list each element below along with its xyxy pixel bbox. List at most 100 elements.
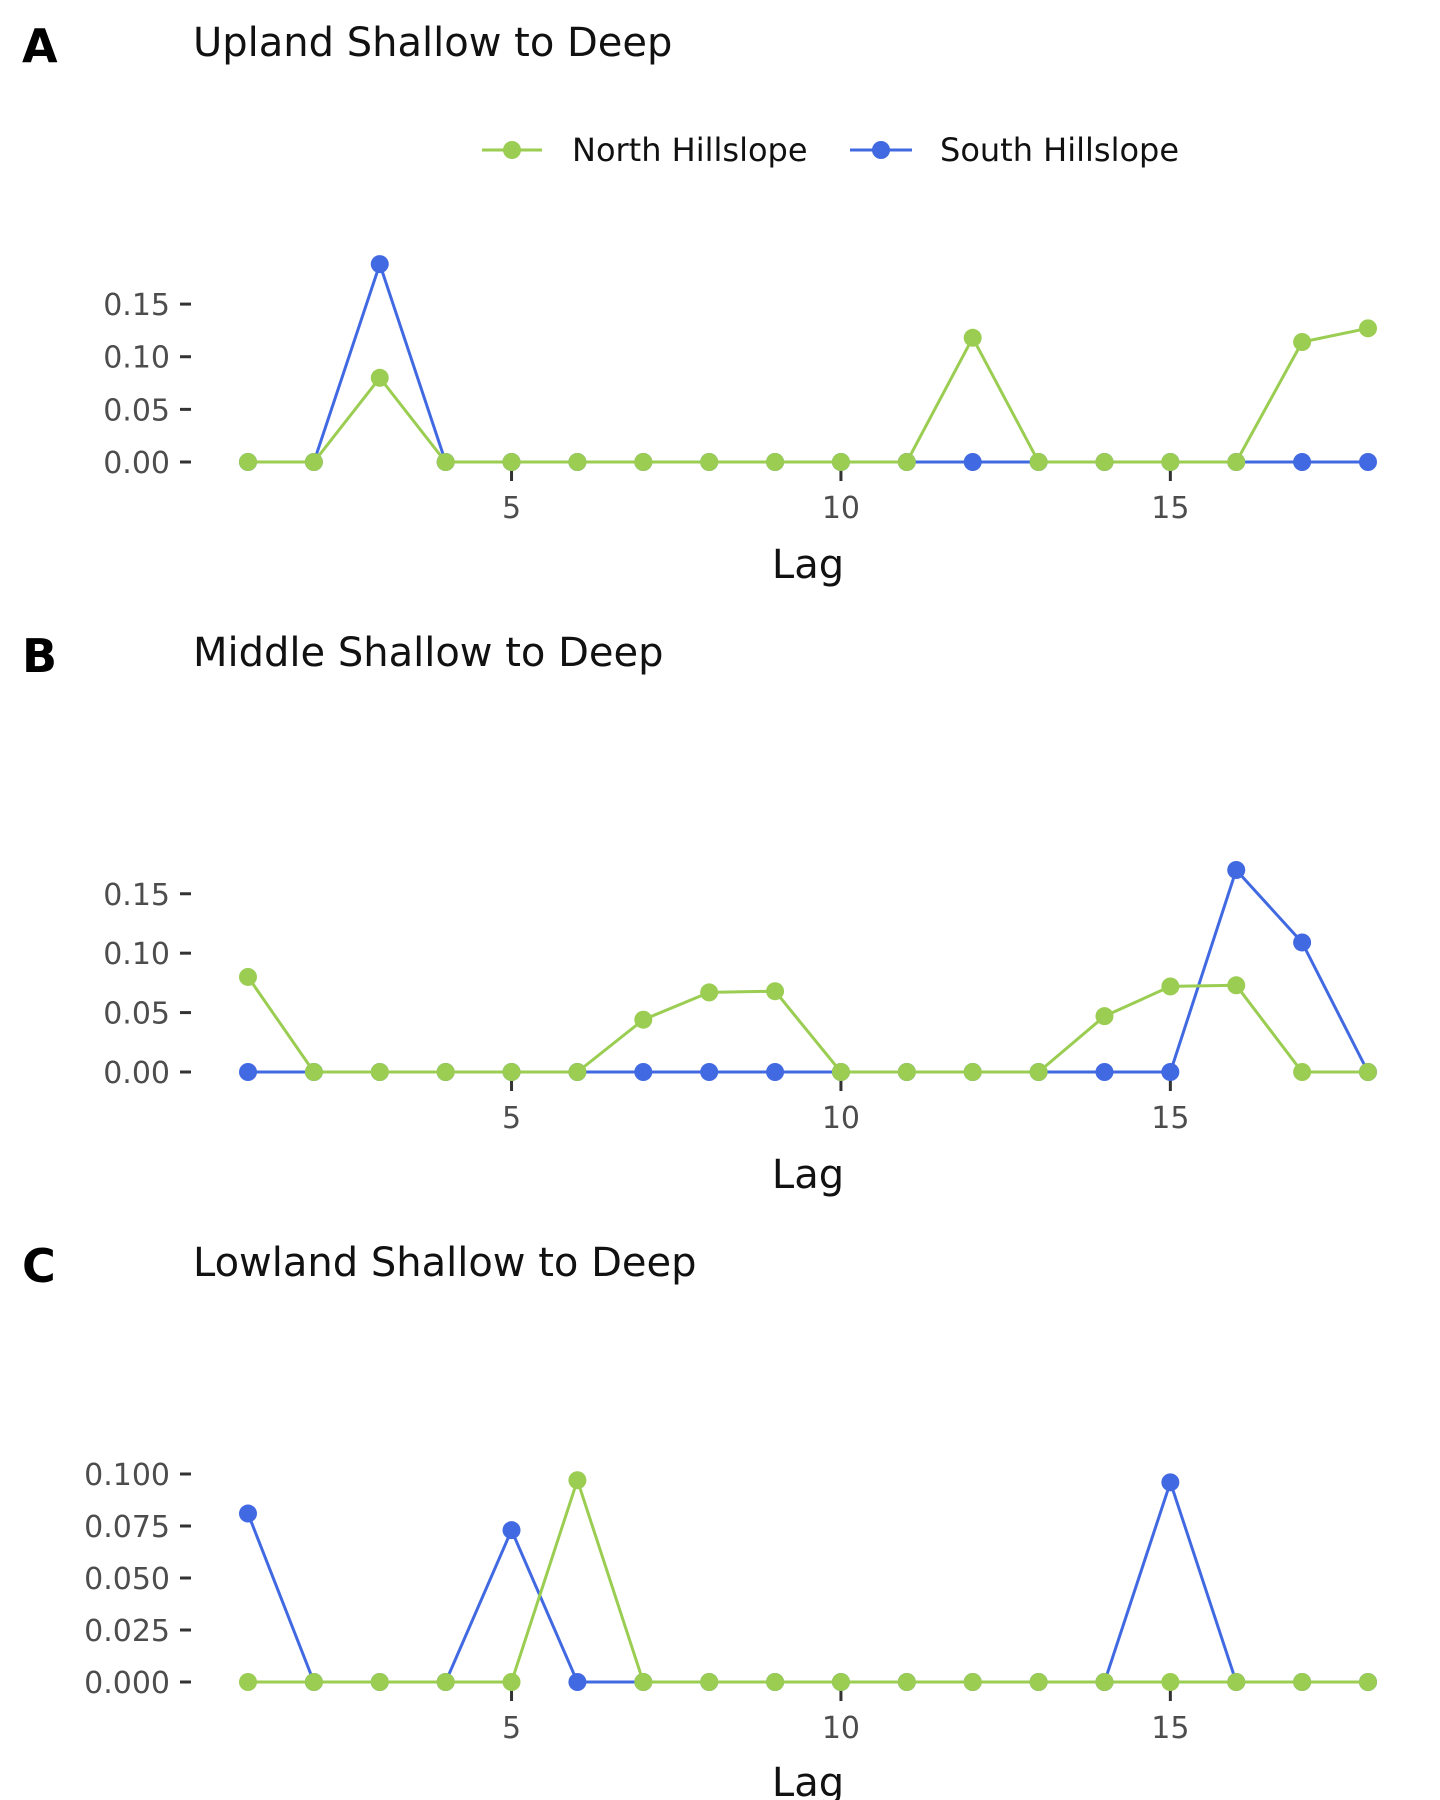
y-tick-label: 0.100 bbox=[84, 1458, 170, 1493]
series-line bbox=[248, 259, 1368, 464]
data-point bbox=[502, 1521, 521, 1540]
panel-title: Upland Shallow to Deep bbox=[193, 20, 672, 66]
panel-c: C Lowland Shallow to Deep0.0000.0250.0500… bbox=[22, 1239, 1377, 1800]
x-tick-label: 10 bbox=[822, 491, 860, 526]
data-point bbox=[897, 1673, 916, 1691]
y-axis: 0.00 0.05 0.10 0.15 bbox=[103, 288, 191, 481]
data-point bbox=[831, 1673, 850, 1691]
data-point bbox=[304, 1673, 323, 1691]
data-point bbox=[634, 453, 653, 471]
data-point bbox=[766, 1673, 785, 1691]
series-line bbox=[246, 976, 1368, 1074]
series-south-hillslope bbox=[239, 1473, 1377, 1691]
panel-title: Middle Shallow to Deep bbox=[193, 630, 664, 676]
data-point bbox=[963, 453, 982, 471]
data-point bbox=[634, 1063, 653, 1081]
data-point bbox=[568, 1471, 587, 1490]
x-axis-title: Lag bbox=[772, 1152, 844, 1198]
series-line bbox=[248, 1475, 1368, 1684]
data-point bbox=[1227, 1673, 1246, 1691]
data-point bbox=[634, 1010, 653, 1029]
data-point bbox=[1227, 976, 1246, 995]
series-south-hillslope bbox=[239, 861, 1377, 1081]
series-south-hillslope bbox=[239, 255, 1377, 471]
series-line bbox=[248, 326, 1369, 464]
data-point bbox=[502, 453, 521, 471]
data-point bbox=[963, 328, 982, 347]
series-north-hillslope bbox=[239, 967, 1377, 1081]
x-tick-label: 15 bbox=[1151, 1711, 1189, 1746]
data-point bbox=[700, 1673, 719, 1691]
data-point bbox=[1227, 861, 1246, 879]
data-point bbox=[436, 1063, 455, 1081]
data-point bbox=[1161, 1063, 1180, 1081]
legend-point-key bbox=[872, 141, 890, 159]
data-point bbox=[304, 1063, 323, 1081]
data-point bbox=[1293, 1063, 1312, 1081]
legend: North Hillslope South Hillslope bbox=[482, 131, 1179, 169]
y-tick-label: 0.000 bbox=[84, 1666, 170, 1701]
data-point bbox=[897, 1063, 916, 1081]
data-point bbox=[370, 368, 389, 387]
data-point bbox=[1359, 1673, 1377, 1691]
x-axis-title: Lag bbox=[772, 542, 844, 588]
x-tick-label: 5 bbox=[502, 491, 521, 526]
data-point bbox=[1293, 333, 1312, 351]
panel-b: B Middle Shallow to Deep 0.00 0.05 0.10 0.15 5… bbox=[22, 629, 1377, 1198]
legend-point-key bbox=[503, 141, 521, 159]
x-tick-label: 15 bbox=[1151, 491, 1189, 526]
y-tick-label: 0.05 bbox=[103, 393, 170, 428]
data-point bbox=[239, 1063, 257, 1081]
data-point bbox=[700, 1063, 719, 1081]
y-tick-label: 0.00 bbox=[103, 446, 170, 481]
data-point bbox=[1095, 1063, 1114, 1081]
y-tick-label: 0.15 bbox=[103, 878, 170, 913]
y-tick-label: 0.05 bbox=[103, 997, 170, 1032]
x-axis-title: Lag bbox=[772, 1760, 844, 1800]
y-tick-label: 0.15 bbox=[103, 288, 170, 323]
data-point bbox=[1161, 1673, 1180, 1691]
data-point bbox=[239, 1673, 257, 1691]
data-point bbox=[1095, 453, 1114, 471]
series-north-hillslope bbox=[239, 1471, 1377, 1691]
legend-label: South Hillslope bbox=[940, 131, 1179, 169]
data-point bbox=[370, 1673, 389, 1691]
data-point bbox=[766, 1063, 785, 1081]
data-point bbox=[1293, 453, 1312, 471]
data-point bbox=[239, 453, 257, 471]
data-point bbox=[502, 1063, 521, 1081]
panel-title: Lowland Shallow to Deep bbox=[193, 1240, 697, 1286]
data-point bbox=[239, 1504, 257, 1523]
data-point bbox=[963, 1673, 982, 1691]
data-point bbox=[1161, 453, 1180, 471]
series-north-hillslope bbox=[239, 319, 1377, 471]
data-point bbox=[700, 453, 719, 471]
data-point bbox=[568, 1673, 587, 1691]
data-point bbox=[436, 1673, 455, 1691]
x-axis: 5 10 15 bbox=[502, 470, 1189, 526]
data-point bbox=[1359, 1063, 1377, 1081]
x-tick-label: 5 bbox=[502, 1711, 521, 1746]
data-point bbox=[370, 1063, 389, 1081]
y-tick-label: 0.00 bbox=[103, 1056, 170, 1091]
x-tick-label: 10 bbox=[822, 1101, 860, 1136]
data-point bbox=[568, 1063, 587, 1081]
legend-label: North Hillslope bbox=[572, 131, 808, 169]
x-tick-label: 10 bbox=[822, 1711, 860, 1746]
x-axis: 5 10 15 bbox=[502, 1690, 1189, 1746]
series-line bbox=[248, 867, 1370, 1074]
y-tick-label: 0.050 bbox=[84, 1562, 170, 1597]
data-point bbox=[1029, 453, 1048, 471]
legend-entry-south-hillslope: South Hillslope bbox=[850, 131, 1179, 169]
x-tick-label: 5 bbox=[502, 1101, 521, 1136]
panel-letter: A bbox=[22, 19, 58, 73]
data-point bbox=[1095, 1007, 1114, 1026]
data-point bbox=[897, 453, 916, 471]
data-point bbox=[370, 255, 389, 274]
data-point bbox=[304, 453, 323, 471]
y-tick-label: 0.025 bbox=[84, 1614, 170, 1649]
y-tick-label: 0.10 bbox=[103, 341, 170, 376]
data-point bbox=[766, 982, 785, 1001]
y-axis: 0.000 0.025 0.050 0.075 0.100 bbox=[84, 1458, 191, 1701]
